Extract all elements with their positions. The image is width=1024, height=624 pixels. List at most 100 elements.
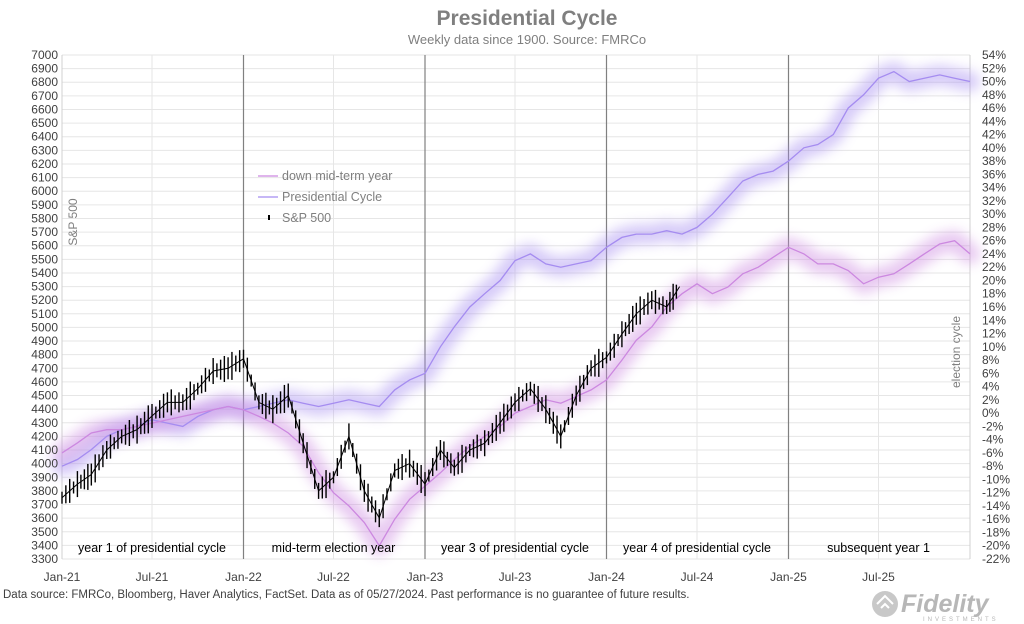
left-tick-label: 3500 [31,525,58,539]
left-tick-label: 5500 [31,252,58,266]
right-tick-label: 38% [982,154,1006,168]
right-tick-label: 28% [982,220,1006,234]
right-tick-label: -14% [982,499,1010,513]
right-tick-label: -12% [982,486,1010,500]
left-tick-label: 6200 [31,157,58,171]
right-tick-label: 52% [982,61,1006,75]
right-tick-label: -6% [982,446,1004,460]
left-tick-label: 3600 [31,511,58,525]
left-tick-label: 6800 [31,75,58,89]
x-tick-label: Jul-25 [862,570,895,584]
fidelity-logo-wordmark: Fidelity [901,590,990,618]
right-tick-label: 22% [982,260,1006,274]
left-tick-label: 4200 [31,429,58,443]
right-tick-label: 42% [982,128,1006,142]
left-tick-label: 3300 [31,552,58,566]
right-tick-label: -2% [982,419,1004,433]
right-tick-label: 16% [982,300,1006,314]
period-label: mid-term election year [272,541,396,555]
left-tick-label: 3800 [31,484,58,498]
right-tick-label: 0% [982,406,1000,420]
left-tick-label: 4300 [31,416,58,430]
period-label: year 4 of presidential cycle [623,541,771,555]
left-tick-label: 3900 [31,470,58,484]
left-tick-label: 4100 [31,443,58,457]
right-tick-label: 54% [982,48,1006,62]
left-tick-label: 6100 [31,171,58,185]
x-tick-label: Jul-22 [317,570,350,584]
left-tick-label: 4600 [31,375,58,389]
series-line-1 [61,239,971,547]
left-tick-label: 5400 [31,266,58,280]
right-tick-label: -16% [982,512,1010,526]
left-tick-label: 6300 [31,143,58,157]
fidelity-logo-pyramid-icon [876,594,894,609]
chart-subtitle: Weekly data since 1900. Source: FMRCo [408,32,646,47]
left-tick-label: 6900 [31,62,58,76]
right-tick-label: -18% [982,525,1010,539]
left-tick-label: 4400 [31,402,58,416]
right-tick-label: 46% [982,101,1006,115]
right-tick-label: 14% [982,313,1006,327]
right-tick-label: 6% [982,366,1000,380]
right-tick-label: -10% [982,472,1010,486]
right-tick-label: 44% [982,114,1006,128]
legend: down mid-term year Presidential Cycle S&… [258,169,392,225]
right-tick-label: 12% [982,327,1006,341]
right-tick-label: 10% [982,340,1006,354]
right-tick-label: 8% [982,353,1000,367]
left-tick-label: 6600 [31,102,58,116]
left-tick-label: 4800 [31,348,58,362]
x-tick-label: Jan-22 [225,570,262,584]
right-tick-label: 40% [982,141,1006,155]
right-tick-label: 2% [982,393,1000,407]
legend-swatch-sp500 [268,215,270,220]
series-lines [61,70,971,547]
right-tick-label: 4% [982,380,1000,394]
series-glow [52,61,980,556]
legend-entry-presidential-cycle: Presidential Cycle [282,190,382,204]
right-tick-label: 30% [982,207,1006,221]
legend-entry-down-mid-term: down mid-term year [282,169,392,183]
right-tick-label: 32% [982,194,1006,208]
left-axis-label: S&P 500 [66,198,80,245]
right-tick-label: -20% [982,539,1010,553]
period-label: subsequent year 1 [827,541,930,555]
left-tick-label: 5900 [31,198,58,212]
legend-entry-sp500: S&P 500 [282,211,331,225]
right-tick-label: -4% [982,433,1004,447]
right-tick-label: 26% [982,234,1006,248]
right-tick-label: -8% [982,459,1004,473]
right-tick-label: 48% [982,88,1006,102]
left-axis-ticks: 3300340035003600370038003900400041004200… [31,48,58,566]
left-tick-label: 5300 [31,280,58,294]
right-tick-label: 36% [982,167,1006,181]
right-tick-label: 20% [982,273,1006,287]
left-tick-label: 4500 [31,389,58,403]
left-tick-label: 3400 [31,538,58,552]
footer-source-note: Data source: FMRCo, Bloomberg, Haver Ana… [3,589,690,601]
x-tick-label: Jan-23 [407,570,444,584]
left-tick-label: 6000 [31,184,58,198]
right-tick-label: 24% [982,247,1006,261]
right-tick-label: 18% [982,287,1006,301]
x-tick-label: Jul-23 [499,570,532,584]
left-tick-label: 4900 [31,334,58,348]
left-tick-label: 5600 [31,239,58,253]
left-tick-label: 4700 [31,361,58,375]
period-label: year 1 of presidential cycle [78,541,226,555]
left-tick-label: 5800 [31,211,58,225]
x-tick-label: Jan-24 [588,570,625,584]
left-tick-label: 6700 [31,89,58,103]
left-tick-label: 5200 [31,293,58,307]
period-labels: year 1 of presidential cycle mid-term ele… [78,541,930,555]
left-tick-label: 5100 [31,307,58,321]
fidelity-logo-subtext: INVESTMENTS [923,617,999,623]
chart-title: Presidential Cycle [437,7,618,30]
left-tick-label: 5700 [31,225,58,239]
right-tick-label: 50% [982,75,1006,89]
left-tick-label: 7000 [31,48,58,62]
x-tick-label: Jan-21 [44,570,81,584]
fidelity-logo: Fidelity INVESTMENTS [872,590,999,623]
